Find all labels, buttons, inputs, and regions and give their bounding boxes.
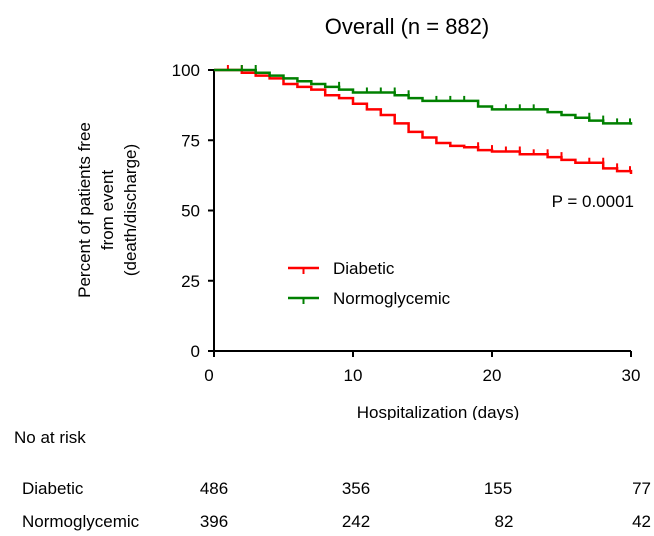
y-tick-label: 25 — [181, 272, 200, 291]
series-layer — [214, 65, 633, 174]
y-tick-label: 75 — [181, 131, 200, 150]
risk-row-normoglycemic: Normoglycemic 396 242 82 42 — [0, 512, 654, 536]
chart-title: Overall (n = 882) — [325, 14, 489, 39]
x-tick-label: 10 — [344, 366, 363, 385]
x-ticks: 0 10 20 30 — [204, 351, 640, 385]
legend-entry-diabetic: Diabetic — [288, 259, 395, 278]
y-ticks: 0 25 50 75 100 — [172, 61, 214, 361]
risk-count: 486 — [199, 479, 229, 498]
risk-count: 242 — [341, 512, 371, 531]
y-axis-label-line: from event — [98, 170, 117, 251]
risk-row-diabetic: Diabetic 486 356 155 77 — [0, 479, 654, 503]
y-axis-label-line: Percent of patients free — [75, 122, 94, 298]
risk-count: 42 — [632, 512, 651, 531]
km-survival-chart: Overall (n = 882) Percent of patients fr… — [75, 14, 640, 420]
series-line-diabetic — [214, 68, 633, 174]
x-tick-label: 20 — [483, 366, 502, 385]
risk-table-header: No at risk — [14, 428, 86, 447]
p-value-annotation: P = 0.0001 — [552, 192, 634, 211]
legend-label-normoglycemic: Normoglycemic — [333, 289, 451, 308]
x-axis-label: Hospitalization (days) — [357, 403, 520, 420]
x-tick-label: 30 — [622, 366, 641, 385]
y-tick-label: 0 — [191, 342, 200, 361]
risk-count: 396 — [199, 512, 229, 531]
risk-count: 356 — [341, 479, 371, 498]
y-axis-label-line: (death/discharge) — [121, 144, 140, 276]
risk-row-label: Diabetic — [22, 479, 84, 498]
y-axis-label: Percent of patients free from event (dea… — [75, 122, 140, 298]
risk-count: 82 — [494, 512, 514, 531]
y-tick-label: 100 — [172, 61, 200, 80]
legend-label-diabetic: Diabetic — [333, 259, 395, 278]
legend-entry-normoglycemic: Normoglycemic — [288, 289, 451, 308]
x-tick-label: 0 — [204, 366, 213, 385]
risk-count: 77 — [632, 479, 651, 498]
risk-count: 155 — [483, 479, 513, 498]
risk-row-label: Normoglycemic — [22, 512, 140, 531]
y-tick-label: 50 — [181, 202, 200, 221]
legend: Diabetic Normoglycemic — [288, 259, 451, 308]
